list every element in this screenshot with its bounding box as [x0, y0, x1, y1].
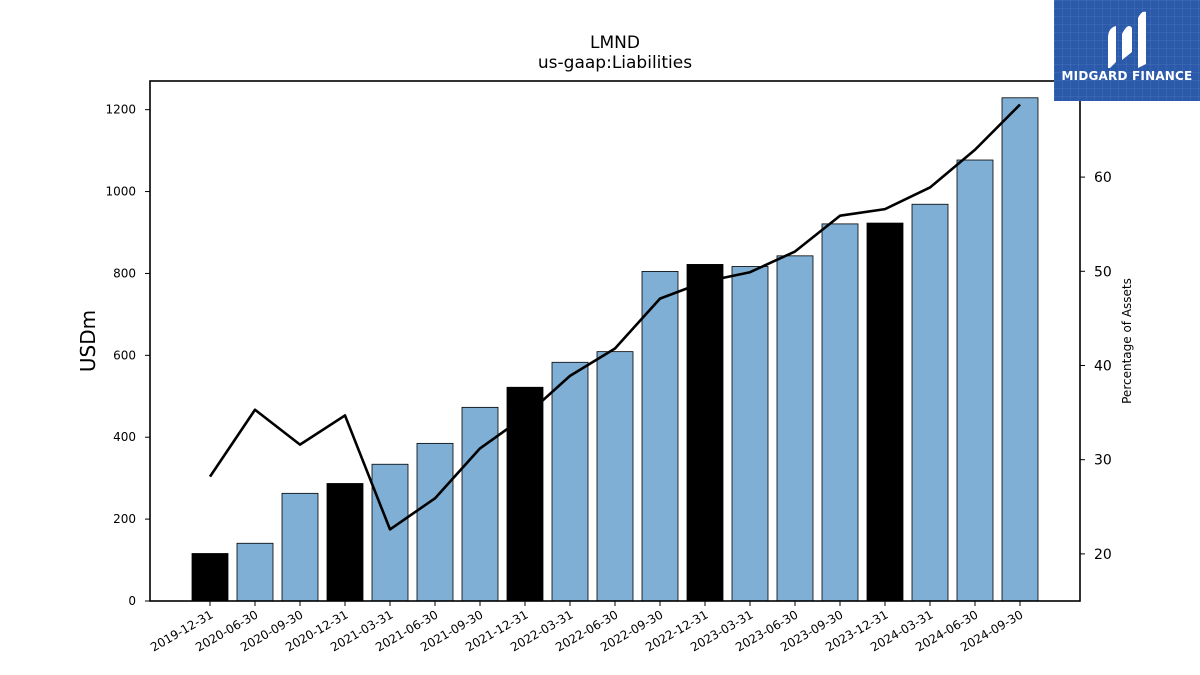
y-tick-label-right-40: 40	[1094, 358, 1112, 374]
y-tick-label-right-20: 20	[1094, 547, 1112, 563]
x-axis: 2019-12-312020-06-302020-09-302020-12-31…	[148, 601, 1026, 654]
bar-2021-03-31	[371, 463, 409, 602]
brand-name: MIDGARD FINANCE	[1061, 69, 1193, 83]
y-tick-label-right-50: 50	[1094, 264, 1112, 280]
y-tick-label-right-30: 30	[1094, 453, 1112, 469]
bar-2020-12-31	[326, 483, 364, 602]
bar-2022-03-31	[551, 361, 589, 602]
bar-2023-12-31	[866, 222, 904, 602]
bar-2022-06-30	[596, 351, 634, 602]
bar-2021-12-31	[506, 386, 544, 602]
y-tick-label-left-200: 200	[113, 512, 136, 526]
y-tick-label-left-400: 400	[113, 430, 136, 444]
y-tick-label-left-800: 800	[113, 266, 136, 280]
y-axis-left: 0 200 400 600 800 1000 1200	[105, 103, 150, 608]
bar-2022-12-31	[686, 264, 724, 602]
plot-frame	[149, 80, 1081, 602]
chart-title: LMND	[590, 33, 640, 53]
bar-2021-06-30	[416, 442, 454, 602]
bar-2022-09-30	[641, 270, 679, 602]
percentage-line	[208, 103, 1021, 531]
y-tick-label-left-0: 0	[128, 594, 136, 608]
bar-2019-12-31	[191, 553, 229, 602]
bar-2024-06-30	[956, 159, 994, 602]
y-tick-label-left-600: 600	[113, 348, 136, 362]
bar-2020-09-30	[281, 492, 319, 602]
bar-2023-06-30	[776, 255, 814, 602]
y-tick-label-right-60: 60	[1094, 170, 1112, 186]
bar-2024-03-31	[911, 203, 949, 602]
y-tick-label-left-1200: 1200	[105, 103, 136, 117]
bar-2024-09-30	[1001, 97, 1039, 602]
y-tick-label-left-1000: 1000	[105, 185, 136, 199]
chart-subtitle: us-gaap:Liabilities	[538, 53, 692, 73]
midgard-logo-icon	[1108, 11, 1146, 68]
brand-logo: MIDGARD FINANCE	[1054, 0, 1200, 101]
y-axis-label-right: Percentage of Assets	[1120, 278, 1134, 404]
bar-2023-09-30	[821, 223, 859, 602]
percentage-line-series	[208, 103, 1021, 531]
y-axis-right: 20 30 40 50 60	[1080, 170, 1112, 563]
bar-2020-06-30	[236, 542, 274, 602]
y-axis-label-left: USDm	[76, 310, 100, 372]
bar-2023-03-31	[731, 266, 769, 602]
bar-2021-09-30	[461, 406, 499, 602]
bar-series	[191, 97, 1039, 602]
